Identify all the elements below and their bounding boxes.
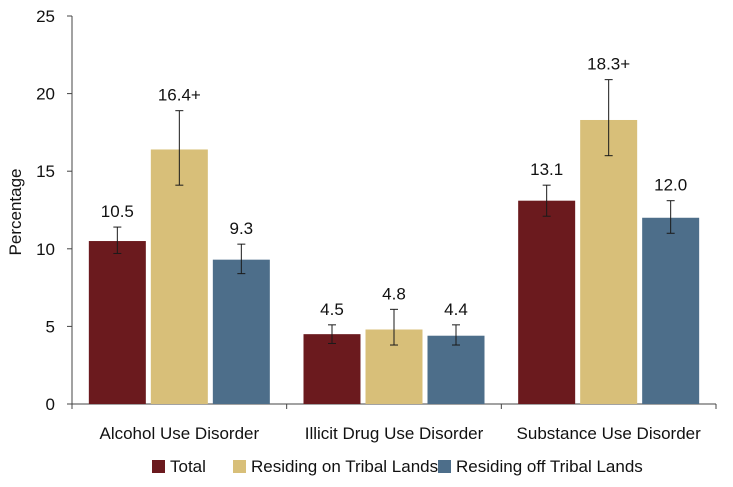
data-label: 10.5 [101,202,134,221]
bar [580,119,638,404]
data-label: 16.4+ [158,86,201,105]
data-label: 9.3 [230,219,254,238]
x-category-label: Alcohol Use Disorder [99,424,259,443]
y-tick-label: 15 [36,162,55,181]
legend: Total Residing on Tribal Lands Residing of… [152,457,643,476]
y-tick-label: 20 [36,85,55,104]
bar [642,217,700,404]
error-bars [113,79,675,346]
legend-swatch [152,460,165,473]
legend-label: Residing on Tribal Lands [251,457,438,476]
y-tick-label: 5 [46,317,55,336]
data-label: 4.5 [320,300,344,319]
y-axis: 0 5 10 15 20 25 [36,7,73,414]
bar [427,335,485,404]
bar [88,241,146,404]
data-label: 18.3+ [587,55,630,74]
legend-label: Residing off Tribal Lands [456,457,643,476]
bar [518,200,576,404]
bars [88,119,700,404]
y-tick-label: 10 [36,240,55,259]
y-tick-label: 25 [36,7,55,26]
y-tick-label: 0 [46,395,55,414]
x-category-label: Substance Use Disorder [517,424,702,443]
bar [303,334,361,404]
x-axis: Alcohol Use Disorder Illicit Drug Use Dis… [71,403,717,443]
legend-swatch [438,460,451,473]
data-label: 4.8 [382,284,406,303]
data-label: 4.4 [444,300,468,319]
bar [150,149,208,404]
legend-swatch [233,460,246,473]
x-category-label: Illicit Drug Use Disorder [305,424,484,443]
data-labels: 10.5 4.5 13.1 16.4+ 4.8 18.3+ 9.3 4.4 12.0 [101,55,687,319]
data-label: 13.1 [530,160,563,179]
y-axis-title: Percentage [6,169,25,256]
legend-label: Total [170,457,206,476]
data-label: 12.0 [654,176,687,195]
bar [212,259,270,404]
